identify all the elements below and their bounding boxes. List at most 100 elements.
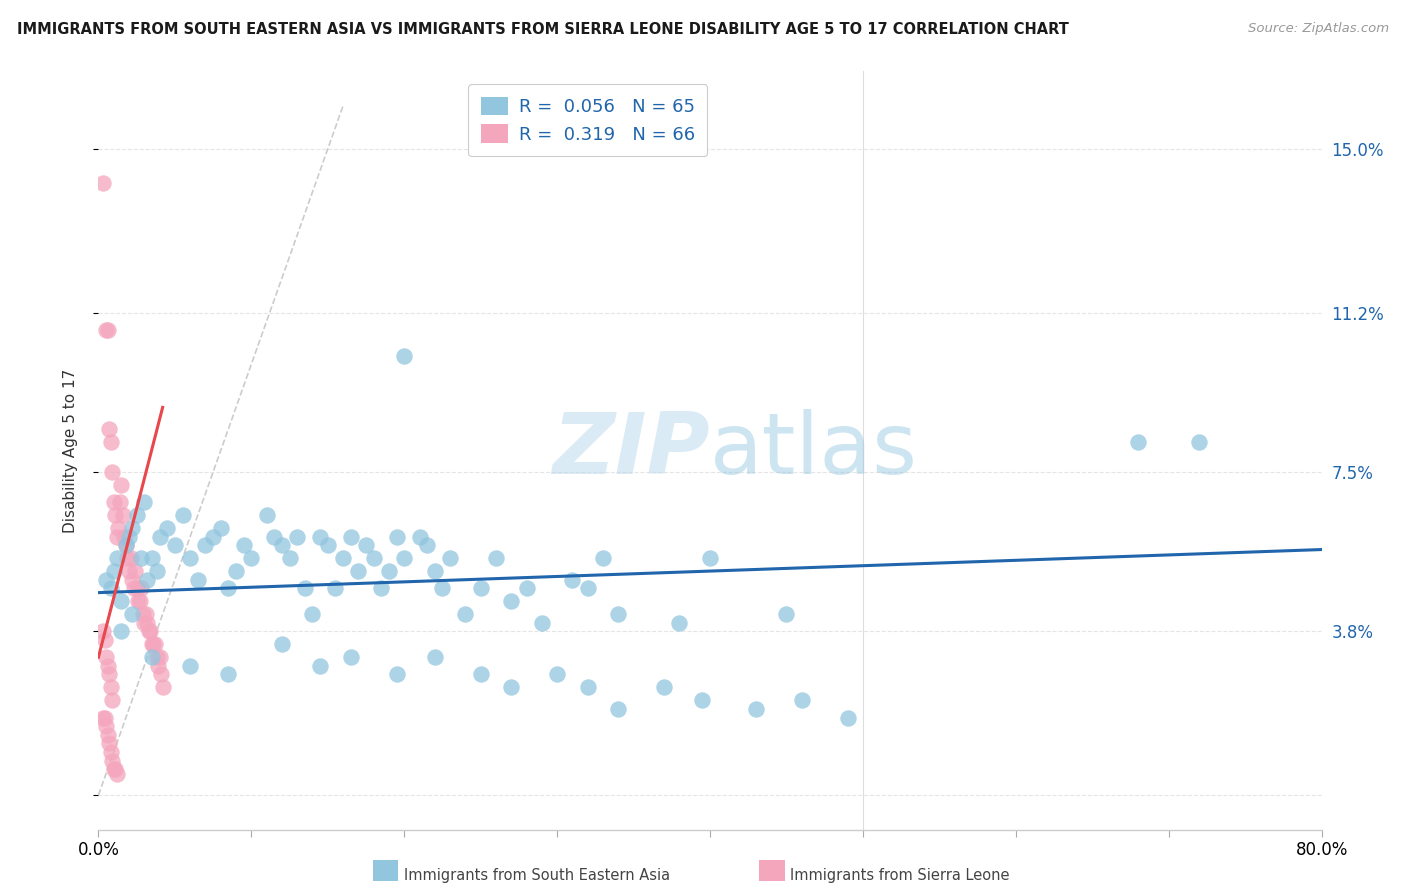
Point <box>112 530 135 544</box>
Point <box>156 521 179 535</box>
Point <box>194 538 217 552</box>
Point <box>145 650 167 665</box>
Point <box>141 637 163 651</box>
Point <box>561 573 583 587</box>
Legend: R =  0.056   N = 65, R =  0.319   N = 66: R = 0.056 N = 65, R = 0.319 N = 66 <box>468 84 707 156</box>
Point <box>270 538 292 552</box>
Point <box>347 564 370 578</box>
Point <box>98 736 121 750</box>
Point <box>110 478 132 492</box>
Point <box>217 667 239 681</box>
Point <box>93 710 115 724</box>
Point <box>217 582 239 596</box>
Point <box>439 551 461 566</box>
Point <box>209 521 232 535</box>
Point <box>225 564 247 578</box>
Point <box>129 551 152 566</box>
Point <box>370 582 392 596</box>
Point <box>97 728 120 742</box>
Point <box>309 658 332 673</box>
Point <box>339 650 361 665</box>
Point <box>363 551 385 566</box>
Point <box>790 693 813 707</box>
Point <box>668 615 690 630</box>
Point <box>454 607 477 622</box>
Point <box>91 710 114 724</box>
Text: Immigrants from Sierra Leone: Immigrants from Sierra Leone <box>790 869 1010 883</box>
Point <box>143 637 166 651</box>
Point <box>392 551 416 566</box>
Point <box>121 521 143 535</box>
Point <box>316 538 339 552</box>
Point <box>127 594 149 608</box>
Text: ZIP: ZIP <box>553 409 710 492</box>
Point <box>692 693 714 707</box>
Point <box>432 582 454 596</box>
Point <box>470 582 492 596</box>
Point <box>108 495 131 509</box>
Point <box>94 719 117 733</box>
Point <box>179 551 201 566</box>
Point <box>576 681 599 695</box>
Point <box>576 582 599 596</box>
Text: Immigrants from South Eastern Asia: Immigrants from South Eastern Asia <box>404 869 669 883</box>
Point <box>105 551 128 566</box>
Point <box>122 582 145 596</box>
Point <box>309 530 332 544</box>
Point <box>141 650 163 665</box>
Point <box>149 530 172 544</box>
Point <box>100 582 122 596</box>
Point <box>145 564 167 578</box>
Point <box>339 530 361 544</box>
Point <box>172 508 194 522</box>
Point <box>423 564 446 578</box>
Point <box>146 658 169 673</box>
Point <box>301 607 323 622</box>
Point <box>240 551 263 566</box>
Point <box>325 582 347 596</box>
Point <box>97 658 120 673</box>
Point <box>129 582 152 596</box>
Point <box>179 658 201 673</box>
Point <box>263 530 285 544</box>
Point <box>98 667 121 681</box>
Point <box>139 624 162 639</box>
Point <box>142 637 165 651</box>
Point <box>745 702 768 716</box>
Point <box>103 495 125 509</box>
Point <box>100 681 122 695</box>
Point <box>101 754 124 768</box>
Point <box>294 582 316 596</box>
Point <box>93 633 115 648</box>
Point <box>125 582 148 596</box>
Point <box>149 650 172 665</box>
Point <box>423 650 446 665</box>
Point <box>592 551 614 566</box>
Point <box>416 538 439 552</box>
Point <box>1128 434 1150 449</box>
Point <box>607 702 630 716</box>
Point <box>104 508 127 522</box>
Point <box>104 762 127 776</box>
Point <box>385 667 408 681</box>
Point <box>270 637 292 651</box>
Point <box>118 530 141 544</box>
Point <box>546 667 568 681</box>
Point <box>256 508 278 522</box>
Point <box>136 615 159 630</box>
Point <box>121 573 143 587</box>
Point <box>117 551 139 566</box>
Point <box>278 551 301 566</box>
Point <box>136 573 159 587</box>
Point <box>94 573 117 587</box>
Point <box>97 323 120 337</box>
Point <box>134 495 156 509</box>
Point <box>516 582 538 596</box>
Point <box>501 594 523 608</box>
Point <box>118 564 141 578</box>
Point <box>94 650 117 665</box>
Point <box>101 693 124 707</box>
Point <box>150 667 173 681</box>
Point <box>1188 434 1211 449</box>
Point <box>232 538 254 552</box>
